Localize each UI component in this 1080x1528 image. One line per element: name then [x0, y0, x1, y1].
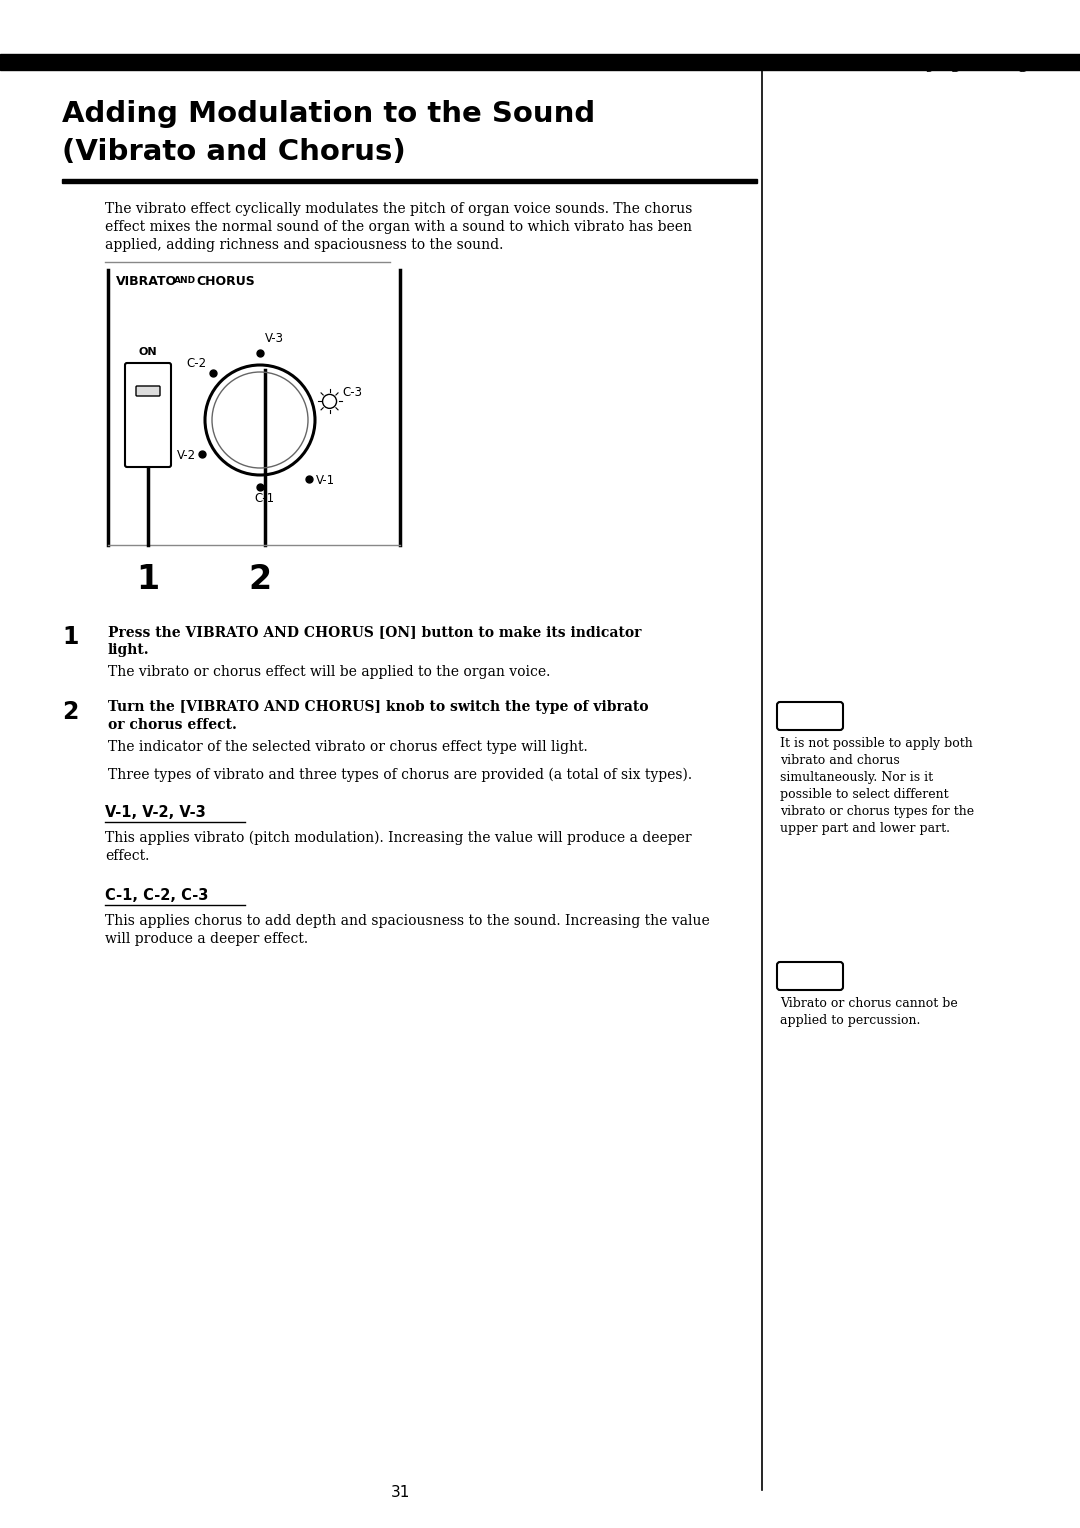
Text: VIBRATO: VIBRATO: [116, 275, 177, 287]
Text: C-1: C-1: [254, 492, 274, 504]
Text: Adding Modulation to the Sound: Adding Modulation to the Sound: [62, 99, 595, 128]
Text: ON: ON: [138, 347, 158, 358]
FancyBboxPatch shape: [777, 963, 843, 990]
Text: C-2: C-2: [187, 356, 206, 370]
Text: NOTE: NOTE: [792, 969, 828, 983]
Text: Press the VIBRATO AND CHORUS [ON] button to make its indicator: Press the VIBRATO AND CHORUS [ON] button…: [108, 625, 642, 639]
Text: applied to percussion.: applied to percussion.: [780, 1015, 920, 1027]
Text: C-3: C-3: [342, 387, 363, 399]
Text: will produce a deeper effect.: will produce a deeper effect.: [105, 932, 308, 946]
Text: The indicator of the selected vibrato or chorus effect type will light.: The indicator of the selected vibrato or…: [108, 740, 588, 753]
Text: Turn the [VIBRATO AND CHORUS] knob to switch the type of vibrato: Turn the [VIBRATO AND CHORUS] knob to sw…: [108, 700, 648, 714]
Text: It is not possible to apply both: It is not possible to apply both: [780, 736, 973, 750]
Text: effect mixes the normal sound of the organ with a sound to which vibrato has bee: effect mixes the normal sound of the org…: [105, 220, 692, 234]
FancyBboxPatch shape: [125, 364, 171, 468]
Text: V-2: V-2: [177, 449, 195, 461]
Text: vibrato and chorus: vibrato and chorus: [780, 753, 900, 767]
Text: (Vibrato and Chorus): (Vibrato and Chorus): [62, 138, 406, 167]
Text: or chorus effect.: or chorus effect.: [108, 718, 237, 732]
Text: The vibrato or chorus effect will be applied to the organ voice.: The vibrato or chorus effect will be app…: [108, 665, 551, 678]
Text: 2: 2: [62, 700, 79, 724]
Text: This applies chorus to add depth and spaciousness to the sound. Increasing the v: This applies chorus to add depth and spa…: [105, 914, 710, 927]
Text: V-1: V-1: [315, 475, 335, 487]
Text: V-1, V-2, V-3: V-1, V-2, V-3: [105, 805, 206, 821]
Bar: [62, 179, 757, 183]
Text: vibrato or chorus types for the: vibrato or chorus types for the: [780, 805, 974, 817]
Text: light.: light.: [108, 643, 150, 657]
Text: Playing the Organ: Playing the Organ: [902, 58, 1050, 72]
Text: Vibrato or chorus cannot be: Vibrato or chorus cannot be: [780, 996, 958, 1010]
Text: 1: 1: [136, 562, 160, 596]
Text: NOTE: NOTE: [792, 709, 828, 723]
Text: AND: AND: [174, 277, 197, 286]
Text: 31: 31: [390, 1485, 409, 1500]
Text: CHORUS: CHORUS: [195, 275, 255, 287]
Text: 1: 1: [62, 625, 79, 649]
Text: upper part and lower part.: upper part and lower part.: [780, 822, 950, 834]
Text: effect.: effect.: [105, 850, 149, 863]
Text: simultaneously. Nor is it: simultaneously. Nor is it: [780, 772, 933, 784]
Text: V-3: V-3: [265, 332, 284, 345]
Bar: [0, 53, 1080, 70]
Text: The vibrato effect cyclically modulates the pitch of organ voice sounds. The cho: The vibrato effect cyclically modulates …: [105, 202, 692, 215]
FancyBboxPatch shape: [136, 387, 160, 396]
Text: C-1, C-2, C-3: C-1, C-2, C-3: [105, 888, 208, 903]
Text: applied, adding richness and spaciousness to the sound.: applied, adding richness and spaciousnes…: [105, 238, 503, 252]
FancyBboxPatch shape: [777, 701, 843, 730]
Text: possible to select different: possible to select different: [780, 788, 948, 801]
Text: This applies vibrato (pitch modulation). Increasing the value will produce a dee: This applies vibrato (pitch modulation).…: [105, 831, 691, 845]
Text: 2: 2: [248, 562, 271, 596]
Text: Three types of vibrato and three types of chorus are provided (a total of six ty: Three types of vibrato and three types o…: [108, 769, 692, 782]
